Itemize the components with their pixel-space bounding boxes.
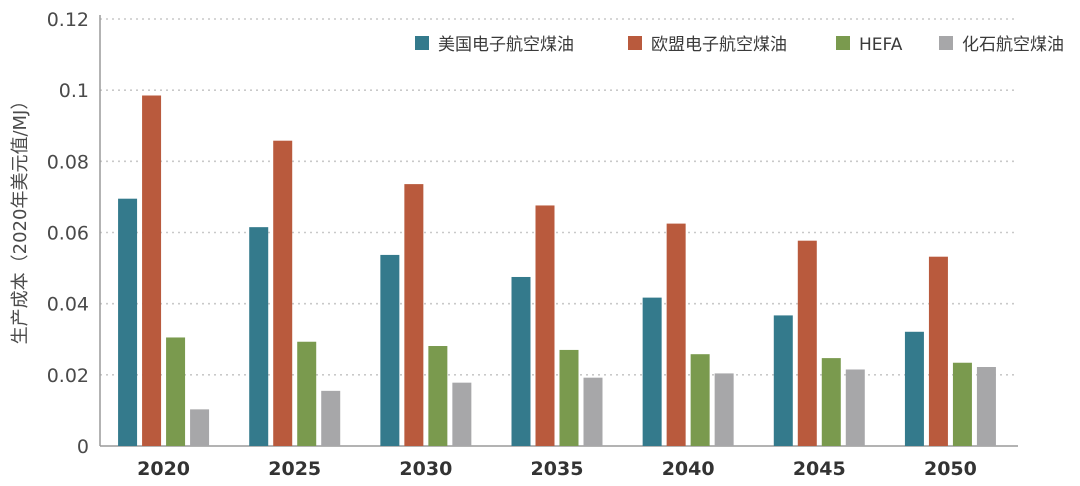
bar-2030-2 (404, 184, 424, 446)
legend-label: 欧盟电子航空煤油 (651, 35, 787, 55)
x-tick-label: 2030 (399, 458, 452, 480)
y-tick-label: 0.06 (47, 223, 89, 245)
bar-2035-3 (559, 349, 579, 446)
bar-2040-3 (690, 354, 710, 446)
bar-2030-4 (452, 382, 472, 446)
y-tick-label: 0.12 (47, 9, 89, 31)
bar-2020-2 (142, 95, 162, 447)
legend-label: 美国电子航空煤油 (438, 35, 574, 55)
bar-2020-3 (166, 337, 186, 446)
bar-2050-4 (976, 367, 996, 446)
legend-label: 化石航空煤油 (962, 35, 1064, 55)
legend: 美国电子航空煤油 欧盟电子航空煤油 HEFA 化石航空煤油 (415, 35, 1064, 55)
bar-2020-1 (118, 198, 138, 446)
bar-2040-1 (642, 297, 662, 446)
y-tick-label: 0.08 (47, 151, 89, 173)
x-tick-label: 2045 (793, 458, 846, 480)
legend-swatch (939, 36, 953, 50)
y-ticks: 0 0.02 0.04 0.06 0.08 0.1 0.12 (47, 9, 89, 458)
bar-2035-1 (511, 276, 531, 446)
y-tick-label: 0.02 (47, 365, 89, 387)
bar-2045-1 (773, 315, 793, 446)
x-tick-label: 2025 (268, 458, 321, 480)
legend-swatch (836, 36, 850, 50)
x-ticks: 2020 2025 2030 2035 2040 2045 2050 (137, 458, 977, 480)
bar-2050-1 (904, 331, 924, 446)
bars (118, 95, 996, 447)
bar-2025-3 (297, 341, 317, 446)
x-tick-label: 2035 (531, 458, 584, 480)
bar-2020-4 (190, 409, 210, 446)
bar-2030-3 (428, 346, 448, 446)
x-tick-label: 2040 (662, 458, 715, 480)
grid (100, 18, 1018, 376)
bar-2045-4 (845, 369, 865, 446)
bar-2030-1 (380, 254, 400, 446)
y-tick-label: 0.04 (47, 294, 89, 316)
bar-2045-2 (797, 240, 817, 446)
x-tick-label: 2050 (924, 458, 977, 480)
bar-2050-2 (928, 256, 948, 446)
bar-2040-4 (714, 373, 734, 446)
legend-swatch (628, 36, 642, 50)
y-axis-label: 生产成本（2020年美元值/MJ） (10, 92, 31, 345)
bar-2025-4 (321, 390, 341, 446)
bar-2045-3 (821, 358, 841, 446)
bar-2025-1 (249, 227, 269, 446)
bar-2035-4 (583, 377, 603, 446)
axes (99, 15, 1018, 447)
legend-label: HEFA (859, 35, 903, 55)
y-tick-label: 0 (77, 436, 89, 458)
bar-2040-2 (666, 223, 686, 446)
y-tick-label: 0.1 (59, 80, 89, 102)
x-tick-label: 2020 (137, 458, 190, 480)
bar-2050-3 (952, 362, 972, 446)
bar-2035-2 (535, 205, 555, 446)
legend-swatch (415, 36, 429, 50)
bar-2025-2 (273, 140, 293, 446)
